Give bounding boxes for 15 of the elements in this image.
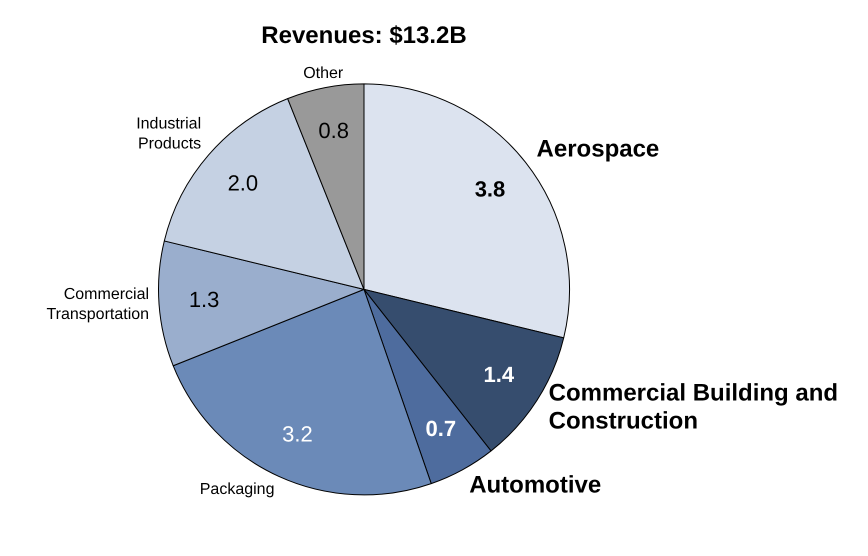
slice-label: Packaging (200, 480, 274, 498)
data-label: 3.8 (474, 176, 506, 202)
data-label: 2.0 (228, 170, 258, 196)
slice-label: Automotive (469, 472, 602, 499)
slice-label: Commercial Transportation (46, 286, 150, 324)
slice-label: Commercial Building and Construction (548, 380, 838, 435)
data-label: 1.4 (484, 362, 515, 388)
chart-title: Revenues: $13.2B (261, 22, 467, 50)
slice-label: Industrial Products (136, 116, 202, 153)
slice-label: Other (303, 65, 344, 82)
data-label: 1.3 (188, 286, 220, 312)
data-label: 0.7 (426, 416, 456, 442)
data-label: 3.2 (282, 421, 313, 446)
slice-label: Aerospace (536, 135, 660, 162)
data-label: 0.8 (318, 118, 349, 144)
